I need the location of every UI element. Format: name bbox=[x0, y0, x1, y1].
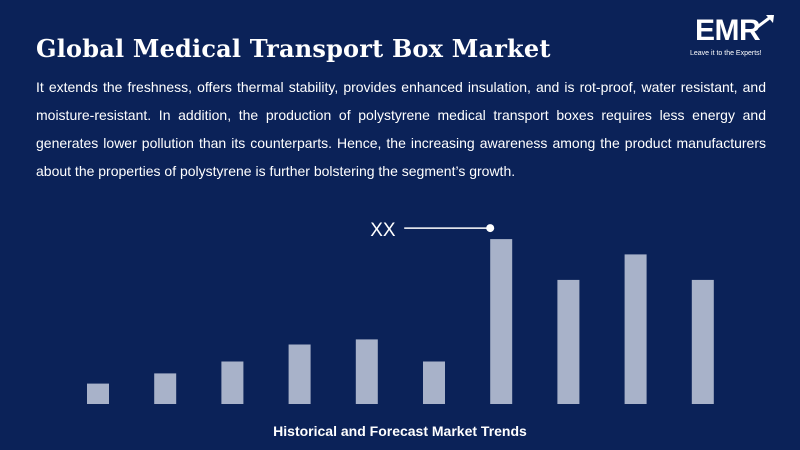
bar-7 bbox=[490, 239, 513, 404]
bar-1 bbox=[87, 383, 109, 404]
annotation-dot bbox=[486, 224, 495, 233]
bar-10 bbox=[691, 279, 714, 404]
bar-3 bbox=[221, 361, 244, 404]
description-paragraph: It extends the freshness, offers thermal… bbox=[36, 79, 766, 179]
chart-caption: Historical and Forecast Market Trends bbox=[273, 423, 527, 439]
bar-6 bbox=[423, 361, 445, 404]
page-title: Global Medical Transport Box Market bbox=[36, 34, 551, 63]
emr-logo: EMR Leave it to the Experts! bbox=[686, 14, 782, 66]
bar-2 bbox=[154, 373, 177, 404]
bar-8 bbox=[557, 279, 580, 404]
bar-5 bbox=[355, 339, 378, 404]
annotation-label: XX bbox=[370, 220, 396, 241]
bar-4 bbox=[288, 344, 311, 404]
logo-tagline: Leave it to the Experts! bbox=[690, 50, 762, 57]
logo-arrow-icon bbox=[755, 14, 774, 30]
logo-text: EMR bbox=[695, 14, 761, 47]
bar-9 bbox=[624, 254, 647, 404]
